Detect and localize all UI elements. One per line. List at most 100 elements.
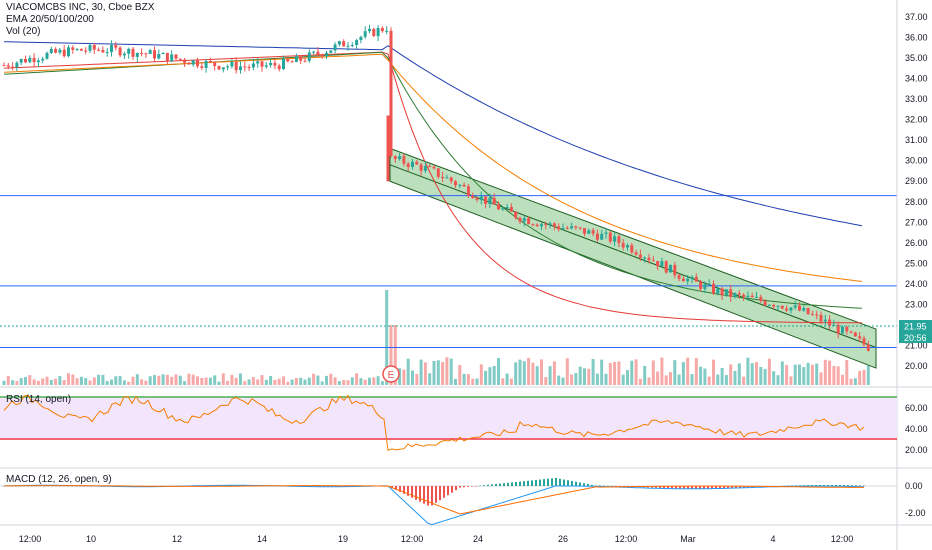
macd-hist-bar — [707, 486, 709, 489]
volume-bar — [488, 367, 492, 385]
chart-legend: VIACOMCBS INC, 30, Cboe BZX EMA 20/50/10… — [6, 2, 154, 38]
candle-body — [376, 28, 380, 37]
volume-bar — [325, 375, 328, 385]
volume-bar — [815, 363, 819, 385]
volume-bar — [75, 378, 79, 385]
volume-legend[interactable]: Vol (20) — [6, 26, 41, 37]
symbol-title[interactable]: VIACOMCBS INC, 30, Cboe BZX — [6, 2, 155, 13]
macd-hist-bar — [579, 482, 581, 486]
rsi-axis: 60.00 40.00 20.00 — [905, 403, 928, 455]
time-axis[interactable]: 12:00 10 12 14 19 12:00 24 26 12:00 Mar … — [19, 534, 854, 544]
volume-bar — [733, 370, 737, 385]
macd-hist-bar — [699, 486, 701, 489]
volume-bar — [449, 358, 453, 385]
volume-bar — [823, 359, 827, 385]
macd-hist-bar — [399, 486, 401, 492]
macd-hist-bar — [583, 483, 585, 486]
macd-hist-bar — [507, 482, 509, 486]
ema-legend[interactable]: EMA 20/50/100/200 — [6, 14, 94, 25]
candle-body — [122, 53, 126, 56]
candle-body — [208, 61, 212, 63]
volume-bar — [428, 373, 432, 385]
volume-bar — [776, 375, 780, 385]
volume-bar — [578, 366, 582, 385]
volume-bar — [664, 375, 668, 385]
candle-body — [436, 168, 440, 177]
candle-body — [776, 305, 780, 307]
candle-body — [634, 252, 638, 255]
volume-bar — [157, 375, 161, 385]
candle-body — [454, 181, 457, 186]
volume-bar — [191, 374, 195, 385]
volume-bar — [114, 376, 118, 385]
candle-body — [342, 41, 346, 47]
candle-body — [841, 326, 844, 334]
candle-body — [785, 308, 789, 311]
volume-bar — [505, 373, 509, 385]
volume-bar — [436, 360, 440, 385]
candle-body — [660, 261, 664, 267]
volume-bar — [290, 379, 294, 385]
macd-hist-bar — [467, 486, 469, 487]
candle-body — [316, 51, 320, 55]
rsi-tick: 40.00 — [905, 424, 928, 434]
candle-body — [445, 177, 449, 179]
volume-bar — [153, 375, 156, 385]
price-tick: 37.00 — [905, 12, 928, 22]
volume-bar — [501, 378, 505, 385]
macd-hist-bar — [411, 486, 413, 498]
volume-bar — [342, 379, 346, 385]
macd-hist-bar — [503, 483, 505, 486]
volume-bar — [97, 374, 101, 385]
macd-hist-bar — [535, 479, 537, 486]
candle-body — [15, 62, 19, 68]
macd-legend[interactable]: MACD (12, 26, open, 9) — [6, 474, 112, 485]
candle-body — [140, 52, 144, 54]
candle-body — [97, 49, 101, 51]
volume-bar — [2, 380, 6, 385]
volume-bar — [79, 376, 83, 385]
rsi-legend[interactable]: RSI (14, open) — [6, 394, 72, 405]
volume-bar — [6, 375, 10, 385]
candle-body — [213, 61, 217, 66]
volume-bar — [376, 376, 380, 385]
candle-body — [707, 283, 711, 285]
candle-body — [853, 332, 857, 337]
candle-body — [264, 65, 268, 67]
candle-body — [677, 275, 681, 279]
candle-body — [583, 228, 586, 234]
volume-bar — [583, 368, 586, 385]
macd-hist-bar — [739, 486, 741, 488]
candle-body — [699, 281, 703, 290]
volume-bar — [221, 373, 225, 385]
earnings-marker[interactable]: E — [382, 365, 400, 383]
price-axis[interactable]: 37.00 36.00 35.00 34.00 33.00 32.00 31.00 30.00… — [905, 12, 928, 371]
price-tick: 30.00 — [905, 156, 928, 166]
macd-hist-bar — [67, 485, 69, 487]
candle-body — [170, 54, 174, 62]
price-tick: 32.00 — [905, 115, 928, 125]
candle-body — [449, 177, 453, 182]
volume-bar — [686, 357, 690, 385]
volume-bar — [372, 377, 376, 385]
macd-hist-bar — [495, 484, 497, 486]
volume-bar — [178, 375, 182, 385]
candle-body — [174, 54, 178, 59]
volume-bar — [462, 373, 466, 385]
candle-body — [273, 62, 277, 66]
time-label: 12 — [172, 534, 182, 544]
volume-bar — [841, 374, 844, 385]
volume-bar — [862, 369, 866, 385]
candle-body — [32, 57, 36, 63]
rsi-band — [0, 397, 897, 439]
candle-body — [200, 66, 204, 68]
volume-bar — [548, 366, 552, 385]
candle-body — [135, 52, 139, 57]
candle-body — [759, 296, 763, 301]
macd-tick: 0.00 — [905, 481, 923, 491]
volume-bar — [699, 366, 703, 385]
candle-body — [389, 30, 393, 157]
candle-body — [346, 45, 350, 47]
volume-bar — [286, 381, 290, 385]
